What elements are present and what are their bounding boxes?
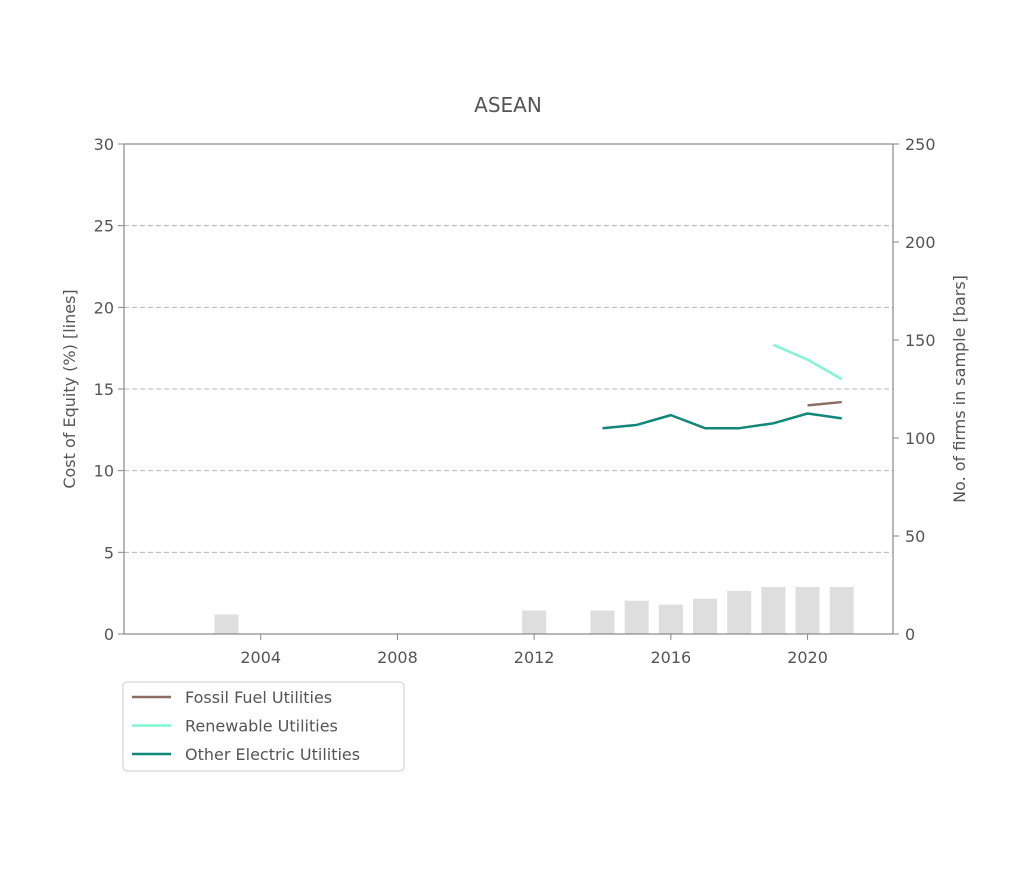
legend-label: Renewable Utilities xyxy=(185,717,338,736)
gridlines xyxy=(124,225,893,553)
legend-box xyxy=(122,681,405,772)
firm-count-bar xyxy=(693,598,718,634)
firm-count-bar xyxy=(727,590,752,634)
firm-count-bar xyxy=(624,600,649,634)
y-axis-title-right: No. of firms in sample [bars] xyxy=(950,275,969,503)
y2-tick-label: 150 xyxy=(905,331,936,350)
firm-count-bar xyxy=(761,586,786,634)
firm-count-bar xyxy=(658,604,683,634)
y-tick-label: 15 xyxy=(94,380,114,399)
series-lines xyxy=(602,343,843,430)
bars-group xyxy=(214,586,854,634)
series-line xyxy=(602,412,842,430)
legend-label: Fossil Fuel Utilities xyxy=(185,688,332,707)
y-tick-label: 10 xyxy=(94,462,114,481)
y-tick-label: 0 xyxy=(104,625,114,644)
firm-count-bar xyxy=(214,614,239,634)
y-tick-label: 20 xyxy=(94,298,114,317)
y2-tick-label: 50 xyxy=(905,527,925,546)
x-tick-label: 2008 xyxy=(377,648,418,667)
y-tick-label: 25 xyxy=(94,217,114,236)
firm-count-bar xyxy=(795,586,820,634)
series-line xyxy=(807,400,842,407)
y2-tick-label: 200 xyxy=(905,233,936,252)
series-line xyxy=(772,343,843,381)
x-tick-label: 2016 xyxy=(650,648,691,667)
chart-title: ASEAN xyxy=(474,93,542,117)
x-tick-label: 2012 xyxy=(514,648,555,667)
y2-tick-label: 100 xyxy=(905,429,936,448)
x-tick-label: 2020 xyxy=(787,648,828,667)
x-tick-label: 2004 xyxy=(240,648,281,667)
firm-count-bar xyxy=(522,610,547,634)
y-axis-title-left: Cost of Equity (%) [lines] xyxy=(60,289,79,488)
y-tick-label: 5 xyxy=(104,543,114,562)
legend-label: Other Electric Utilities xyxy=(185,745,360,764)
firm-count-bar xyxy=(829,586,854,634)
y2-tick-label: 250 xyxy=(905,135,936,154)
axis-ticks: 0 5 10 15 20 25 30 0 50 100 150 200 250 2004 2008 2012 2… xyxy=(94,135,936,667)
y2-tick-label: 0 xyxy=(905,625,915,644)
firm-count-bar xyxy=(590,610,615,634)
y-tick-label: 30 xyxy=(94,135,114,154)
legend: Fossil Fuel Utilities Renewable Utilities… xyxy=(122,681,405,772)
